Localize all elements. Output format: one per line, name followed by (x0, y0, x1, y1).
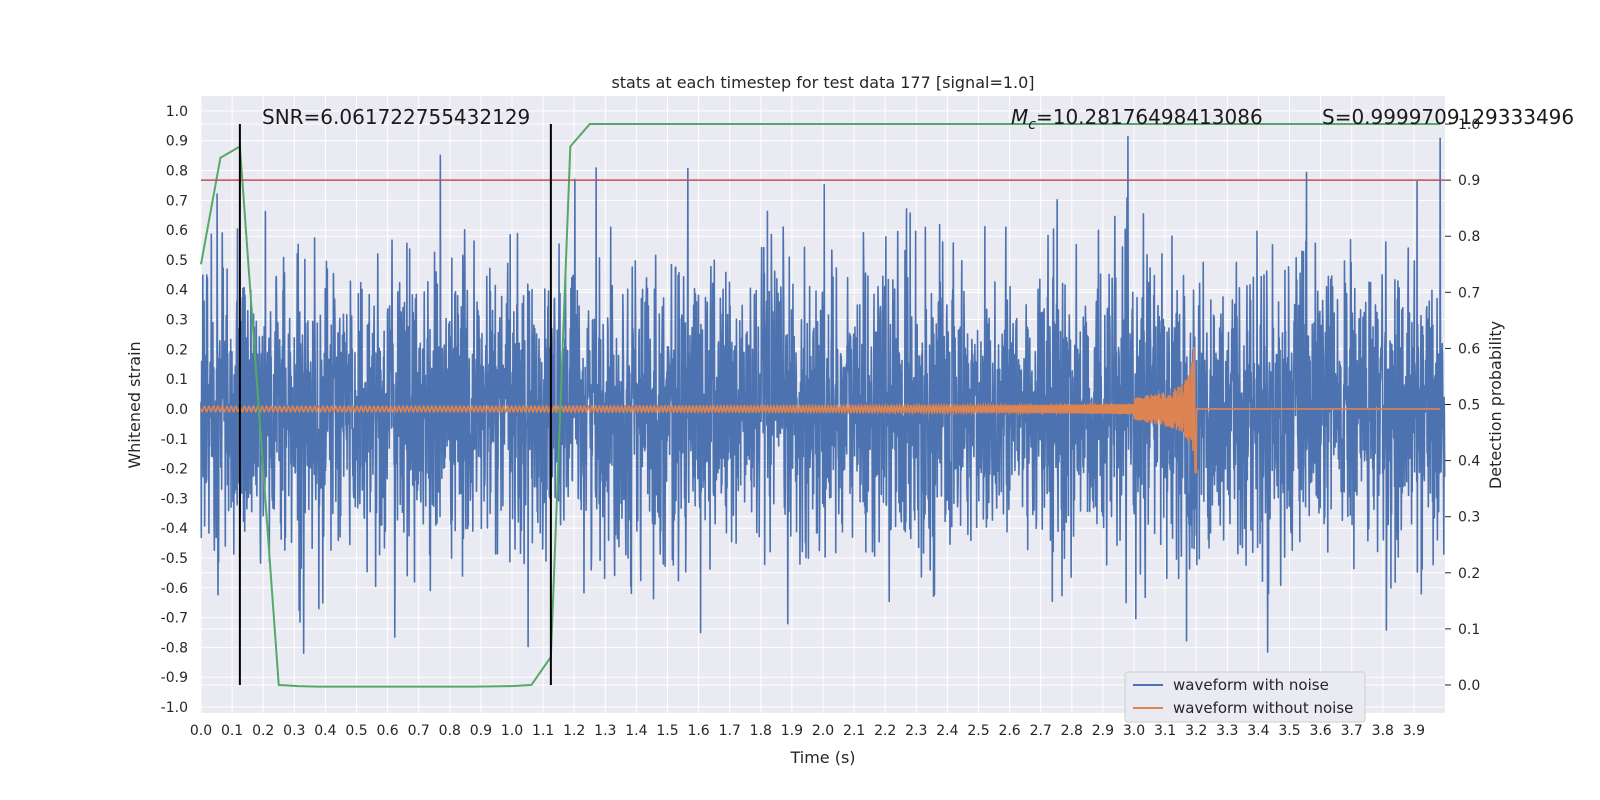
y-right-tick-label: 0.4 (1458, 454, 1480, 470)
x-tick-label: 2.9 (1092, 723, 1114, 739)
y-tick-label: 0.2 (166, 342, 188, 358)
waveform-with-noise-series (200, 135, 1446, 654)
event-lines (238, 124, 552, 685)
y-right-tick-label: 0.9 (1458, 173, 1480, 189)
y-axis-label-right: Detection probability (1486, 321, 1505, 489)
y-tick-label: 0.1 (166, 372, 188, 388)
y-tick-label: -0.9 (161, 670, 188, 686)
x-axis-label: Time (s) (789, 748, 855, 767)
y-right-tick-label: 0.5 (1458, 398, 1480, 414)
y-tick-label: -0.8 (161, 640, 188, 656)
x-tick-label: 3.9 (1403, 723, 1425, 739)
x-tick-label: 0.0 (190, 723, 212, 739)
x-tick-label: 2.0 (812, 723, 834, 739)
y-tick-label: -0.5 (161, 551, 188, 567)
y-ticks-right: 1.0 0.9 0.8 0.7 0.6 0.5 0.4 0.3 0.2 0.1 0.0 (1445, 117, 1480, 694)
x-tick-label: 2.1 (843, 723, 865, 739)
x-tick-label: 3.0 (1123, 723, 1145, 739)
y-right-tick-label: 0.0 (1458, 678, 1480, 694)
x-tick-label: 1.0 (501, 723, 523, 739)
y-tick-label: 0.6 (166, 223, 188, 239)
chart-title: stats at each timestep for test data 177… (611, 73, 1034, 92)
x-tick-label: 1.4 (625, 723, 647, 739)
x-tick-label: 3.5 (1278, 723, 1300, 739)
chirp-mass-value: =10.28176498413086 (1036, 105, 1263, 129)
y-right-tick-label: 0.1 (1458, 622, 1480, 638)
y-right-tick-label: 0.6 (1458, 341, 1480, 357)
x-tick-label: 2.2 (874, 723, 896, 739)
x-tick-label: 0.8 (439, 723, 461, 739)
y-tick-label: -0.3 (161, 491, 188, 507)
x-tick-label: 1.9 (781, 723, 803, 739)
legend-label-noisy: waveform with noise (1173, 676, 1329, 694)
x-tick-label: 0.6 (376, 723, 398, 739)
x-tick-label: 0.9 (470, 723, 492, 739)
x-tick-label: 1.8 (750, 723, 772, 739)
x-tick-label: 3.4 (1247, 723, 1269, 739)
x-tick-label: 2.8 (1061, 723, 1083, 739)
x-tick-label: 0.1 (221, 723, 243, 739)
y-tick-label: 1.0 (166, 104, 188, 120)
x-tick-label: 0.3 (283, 723, 305, 739)
x-tick-label: 3.7 (1341, 723, 1363, 739)
x-tick-label: 0.7 (408, 723, 430, 739)
chirp-mass-annotation: Mc=10.28176498413086 (1011, 105, 1263, 133)
x-tick-label: 1.7 (719, 723, 741, 739)
x-tick-label: 3.3 (1216, 723, 1238, 739)
legend-box (1124, 671, 1366, 723)
y-right-tick-label: 0.8 (1458, 229, 1480, 245)
y-tick-label: -0.4 (161, 521, 188, 537)
y-axis-label: Whitened strain (125, 341, 144, 468)
x-tick-label: 1.3 (594, 723, 616, 739)
x-tick-label: 0.5 (345, 723, 367, 739)
x-tick-label: 2.5 (967, 723, 989, 739)
y-tick-label: 0.9 (166, 134, 188, 150)
x-tick-label: 3.1 (1154, 723, 1176, 739)
y-tick-label: 0.7 (166, 193, 188, 209)
y-tick-label: -0.1 (161, 432, 188, 448)
x-tick-label: 0.4 (314, 723, 336, 739)
x-tick-label: 2.3 (905, 723, 927, 739)
y-tick-label: -0.6 (161, 581, 188, 597)
y-tick-label: 0.8 (166, 164, 188, 180)
y-tick-label: -0.2 (161, 462, 188, 478)
legend: waveform with noise waveform without noi… (1124, 671, 1366, 723)
x-tick-label: 2.7 (1030, 723, 1052, 739)
x-ticks: 0.0 0.1 0.2 0.3 0.4 0.5 0.6 0.7 0.8 0.9 1.0 1.1 1.2 1… (190, 723, 1425, 739)
x-tick-label: 3.6 (1309, 723, 1331, 739)
y-tick-label: 0.3 (166, 313, 188, 329)
y-ticks: 1.0 0.9 0.8 0.7 0.6 0.5 0.4 0.3 0.2 0.1 0.0 -0.1 -0.… (161, 104, 188, 716)
noisy-waveform-line (200, 135, 1446, 654)
y-tick-label: -1.0 (161, 700, 188, 716)
x-tick-label: 1.6 (687, 723, 709, 739)
x-tick-label: 3.8 (1372, 723, 1394, 739)
x-tick-label: 1.2 (563, 723, 585, 739)
legend-label-clean: waveform without noise (1173, 699, 1353, 717)
y-tick-label: -0.7 (161, 611, 188, 627)
s-annotation: S=0.9999709129333496 (1322, 105, 1574, 129)
plot-area (200, 123, 1446, 688)
detection-probability-line (200, 123, 1441, 688)
x-tick-label: 1.5 (656, 723, 678, 739)
x-tick-label: 2.6 (998, 723, 1020, 739)
y-tick-label: 0.0 (166, 402, 188, 418)
chirp-mass-subscript: c (1028, 117, 1036, 133)
clean-waveform-line (200, 346, 1440, 474)
y-right-tick-label: 0.7 (1458, 285, 1480, 301)
x-tick-label: 0.2 (252, 723, 274, 739)
y-tick-label: 0.4 (166, 283, 188, 299)
x-tick-label: 2.4 (936, 723, 958, 739)
chirp-mass-symbol: M (1011, 105, 1028, 129)
y-right-tick-label: 0.2 (1458, 566, 1480, 582)
waveform-without-noise-series (200, 346, 1440, 474)
snr-annotation: SNR=6.061722755432129 (262, 105, 530, 129)
detection-probability-series (200, 123, 1441, 688)
y-right-tick-label: 1.0 (1458, 117, 1480, 133)
x-tick-label: 1.1 (532, 723, 554, 739)
y-tick-label: 0.5 (166, 253, 188, 269)
x-tick-label: 3.2 (1185, 723, 1207, 739)
y-right-tick-label: 0.3 (1458, 510, 1480, 526)
